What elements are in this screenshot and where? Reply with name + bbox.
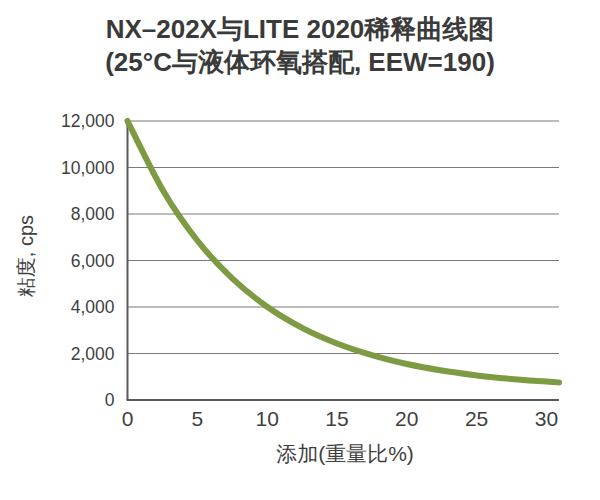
x-tick-label: 10 bbox=[255, 407, 278, 430]
y-tick-label: 6,000 bbox=[71, 251, 115, 271]
x-tick-label: 25 bbox=[465, 407, 488, 430]
x-tick-label: 0 bbox=[122, 407, 134, 430]
y-axis-title: 粘度, cps bbox=[15, 215, 37, 297]
y-tick-label: 0 bbox=[105, 390, 115, 410]
y-tick-label: 2,000 bbox=[71, 344, 115, 364]
x-tick-label: 15 bbox=[325, 407, 348, 430]
y-tick-label: 10,000 bbox=[61, 158, 115, 178]
chart-container: NX–202X与LITE 2020稀释曲线图 (25°C与液体环氧搭配, EEW… bbox=[0, 0, 600, 500]
y-tick-label: 12,000 bbox=[61, 111, 115, 131]
y-tick-label: 4,000 bbox=[71, 297, 115, 317]
x-tick-label: 20 bbox=[395, 407, 418, 430]
dilution-curve bbox=[128, 121, 560, 382]
x-tick-label: 30 bbox=[535, 407, 558, 430]
y-tick-label: 8,000 bbox=[71, 204, 115, 224]
x-axis-title: 添加(重量比%) bbox=[276, 442, 414, 465]
dilution-curve-plot: 0 2,000 4,000 6,000 8,000 10,000 12,000 0 5 10 15 2… bbox=[0, 0, 600, 500]
x-tick-label: 5 bbox=[191, 407, 203, 430]
